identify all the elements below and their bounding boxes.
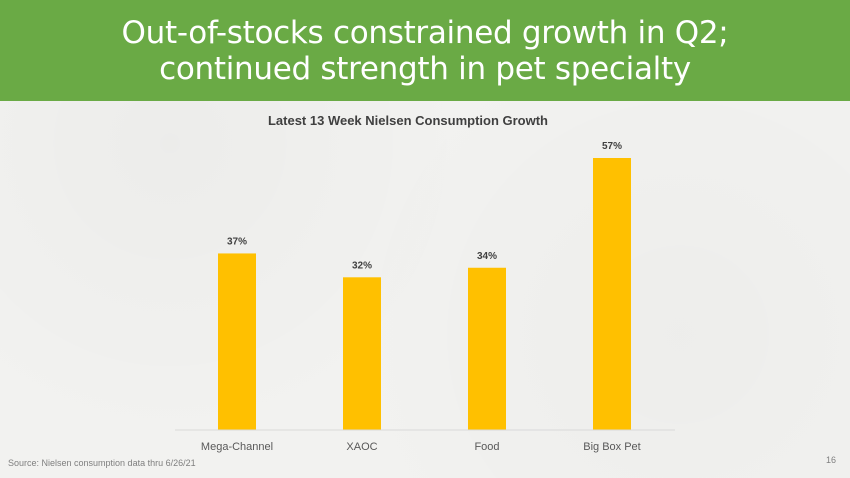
bars-group: 37% Mega-Channel 32% XAOC 34% Food 57% Big Box … [201,141,641,453]
bar-food [468,267,506,430]
data-label-big-box-pet: 57% [602,141,622,152]
slide-title: Out-of-stocks constrained growth in Q2; … [121,14,729,87]
chart-title: Latest 13 Week Nielsen Consumption Growt… [268,113,548,128]
source-note: Source: Nielsen consumption data thru 6/… [8,458,196,468]
bar-mega-channel [218,253,256,430]
bar-big-box-pet [593,158,631,430]
data-label-xaoc: 32% [352,260,372,271]
page-number: 16 [825,455,836,465]
title-banner: Out-of-stocks constrained growth in Q2; … [0,0,850,101]
data-label-food: 34% [477,251,497,262]
bar-chart: Latest 13 Week Nielsen Consumption Growt… [175,113,675,453]
category-label-big-box-pet: Big Box Pet [583,441,640,453]
category-label-mega-channel: Mega-Channel [201,441,273,453]
data-label-mega-channel: 37% [227,236,247,247]
category-label-food: Food [474,441,499,453]
bar-xaoc [343,277,381,430]
category-label-xaoc: XAOC [346,441,377,453]
